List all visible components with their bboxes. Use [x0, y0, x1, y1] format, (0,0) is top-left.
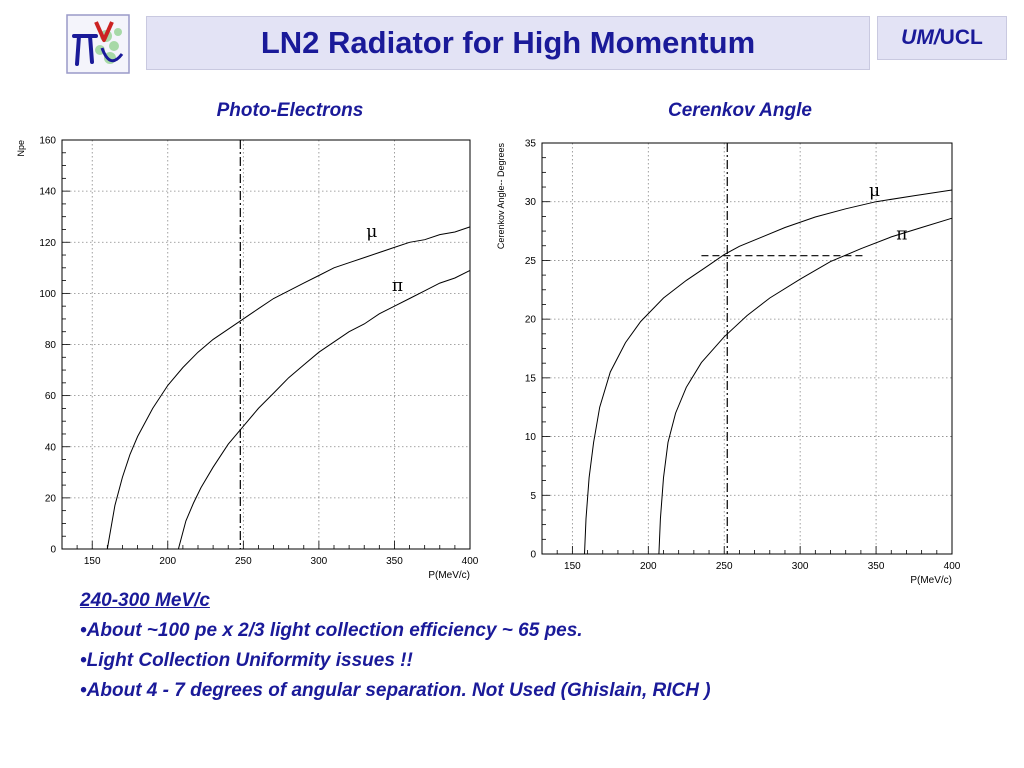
angle-chart-x-tick-label: 250 — [716, 561, 733, 572]
experiment-logo — [66, 14, 130, 74]
angle-chart-y-tick-label: 10 — [525, 432, 537, 443]
angle-chart-plot-area — [542, 143, 952, 554]
pe-chart-series-mu-line — [106, 226, 471, 550]
pe-chart-y-tick-label: 40 — [45, 442, 57, 453]
angle-chart-series-mu-line — [584, 189, 953, 555]
note-bullet-3: •About 4 - 7 degrees of angular separati… — [80, 680, 711, 701]
angle-chart-series-pi-line — [658, 217, 953, 555]
institution-tag-italic: UM/ — [901, 26, 940, 49]
angle-chart-y-tick-label: 0 — [530, 550, 536, 561]
chart-title-photo-electrons: Photo-Electrons — [216, 100, 364, 121]
pe-chart-x-tick-label: 150 — [84, 556, 101, 567]
note-bullet-1: •About ~100 pe x 2/3 light collection ef… — [80, 620, 583, 641]
angle-chart-x-tick-label: 400 — [944, 561, 961, 572]
pe-chart-x-tick-label: 300 — [311, 556, 328, 567]
note-bullet-2: •Light Collection Uniformity issues !! — [80, 650, 413, 671]
institution-tag: UM/UCL — [877, 16, 1007, 60]
pe-chart-x-tick-label: 400 — [462, 556, 479, 567]
pe-chart-series-mu-label: μ — [366, 222, 377, 242]
pe-chart-y-tick-label: 160 — [39, 136, 56, 147]
pe-chart-y-tick-label: 20 — [45, 493, 57, 504]
notes-section: 240-300 MeV/c •About ~100 pe x 2/3 light… — [80, 590, 1000, 710]
cerenkov-angle-chart: 150 200 250 300 350 400 0 5 10 15 20 25 30 35 P(MeV/c)… — [496, 139, 961, 587]
pe-chart-x-axis-label: P(MeV/c) — [428, 570, 470, 581]
pe-chart-y-axis-label: Npe — [16, 140, 26, 157]
angle-chart-x-tick-label: 300 — [792, 561, 809, 572]
pe-chart-y-tick-label: 60 — [45, 391, 57, 402]
angle-chart-x-axis-label: P(MeV/c) — [910, 575, 952, 586]
angle-chart-x-tick-label: 200 — [640, 561, 657, 572]
angle-chart-x-tick-label: 150 — [564, 561, 581, 572]
notes-heading: 240-300 MeV/c — [80, 590, 210, 611]
pe-chart-y-tick-label: 80 — [45, 340, 57, 351]
angle-chart-y-tick-label: 30 — [525, 197, 537, 208]
pe-chart-y-tick-label: 140 — [39, 187, 56, 198]
angle-chart-y-tick-label: 20 — [525, 315, 537, 326]
angle-chart-y-tick-label: 5 — [530, 491, 536, 502]
angle-chart-series-pi-label: π — [896, 224, 907, 244]
angle-chart-y-tick-label: 25 — [525, 256, 537, 267]
photo-electrons-chart: 150 200 250 300 350 400 0 20 40 60 80 100 120 140 160 P… — [16, 136, 479, 582]
slide-title-bar: LN2 Radiator for High Momentum — [146, 16, 870, 70]
pe-chart-y-tick-label: 120 — [39, 238, 56, 249]
pe-chart-x-tick-label: 250 — [235, 556, 252, 567]
pe-chart-y-tick-label: 0 — [50, 545, 56, 556]
angle-chart-y-tick-label: 15 — [525, 373, 537, 384]
angle-chart-x-tick-label: 350 — [868, 561, 885, 572]
pe-chart-x-tick-label: 200 — [159, 556, 176, 567]
pe-chart-series-pi-label: π — [392, 276, 403, 296]
angle-chart-y-tick-label: 35 — [525, 139, 537, 150]
pe-chart-x-tick-label: 350 — [386, 556, 403, 567]
pe-chart-series-pi-line — [177, 269, 471, 550]
institution-tag-plain: UCL — [939, 26, 983, 49]
pe-chart-y-tick-label: 100 — [39, 289, 56, 300]
angle-chart-y-axis-label: Cerenkov Angle-- Degrees — [496, 143, 506, 250]
angle-chart-series-mu-label: μ — [869, 181, 880, 201]
chart-title-cerenkov-angle: Cerenkov Angle — [668, 100, 812, 121]
slide-title: LN2 Radiator for High Momentum — [260, 25, 756, 60]
